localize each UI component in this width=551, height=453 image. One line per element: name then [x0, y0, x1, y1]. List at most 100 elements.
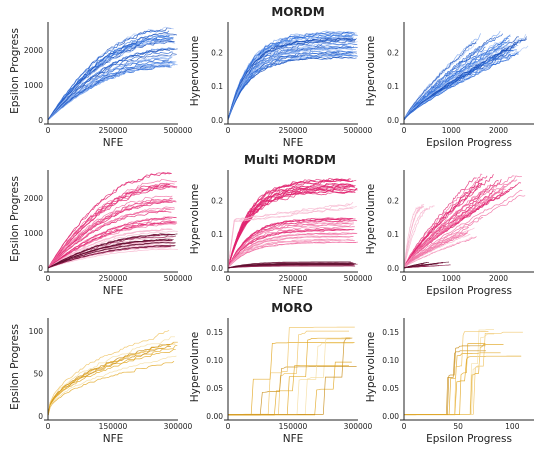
series-line	[227, 54, 358, 121]
series-line	[404, 343, 486, 415]
series-line	[403, 205, 425, 269]
series-line	[228, 326, 355, 415]
x-axis-label: NFE	[283, 137, 304, 149]
y-tick-label: 0.10	[382, 356, 399, 365]
x-tick-label: 500000	[164, 274, 193, 283]
series-line	[403, 179, 484, 269]
series-line	[227, 185, 351, 269]
y-tick-label: 0	[38, 412, 43, 421]
series-line	[227, 31, 352, 121]
series-line	[403, 174, 494, 269]
series-line	[47, 239, 170, 269]
series-line	[47, 345, 178, 417]
x-tick-label: 300000	[344, 422, 373, 431]
row-title-mordm: MORDM	[271, 5, 324, 19]
panel-r2-c2: 0 50 100 0.00 0.05 0.10 0.15 Epsilon Progress Hy…	[365, 318, 534, 445]
y-axis-label: Epsilon Progress	[9, 176, 21, 262]
y-tick-label: 2000	[24, 194, 43, 203]
series-line	[47, 341, 178, 417]
x-tick-label: 2000	[489, 274, 508, 283]
series-line	[227, 229, 354, 269]
series-line	[227, 50, 357, 121]
series-line	[47, 210, 172, 269]
y-tick-label: 0	[38, 116, 43, 125]
series-line	[47, 248, 178, 269]
axis-spines	[400, 22, 534, 125]
series-line	[227, 235, 354, 269]
series-line	[403, 52, 520, 121]
y-axis-label: Hypervolume	[365, 332, 377, 402]
series-line	[403, 187, 488, 269]
axis-spines	[224, 22, 358, 125]
y-tick-label: 1000	[24, 81, 43, 90]
panel-r1-c1: 0 250000 500000 0.0 0.1 0.2 NFE Hypervolume	[189, 170, 373, 297]
x-axis-label: Epsilon Progress	[426, 285, 512, 297]
series-line	[227, 241, 358, 269]
series-line	[403, 41, 477, 121]
series-line	[47, 216, 177, 269]
series-line	[403, 36, 511, 121]
x-tick-label: 250000	[279, 126, 308, 135]
y-tick-label: 0.2	[211, 48, 223, 57]
series-line	[227, 46, 351, 121]
x-tick-label: 0	[402, 126, 407, 135]
series-line	[227, 184, 354, 269]
x-tick-label: 250000	[99, 126, 128, 135]
series-line	[404, 344, 504, 415]
x-axis-label: Epsilon Progress	[426, 433, 512, 445]
y-tick-label: 0.15	[382, 328, 399, 337]
series-line	[403, 173, 483, 269]
series-line	[47, 182, 175, 269]
x-tick-label: 500000	[344, 126, 373, 135]
series-line	[47, 61, 175, 121]
series-line	[227, 42, 358, 121]
series-line	[227, 263, 354, 269]
y-axis-label: Hypervolume	[365, 184, 377, 254]
series-line	[227, 217, 356, 269]
panel-r1-c2: 0 1000 2000 0.0 0.1 0.2 Epsilon Progress Hyperv…	[365, 170, 534, 297]
x-tick-label: 0	[46, 422, 51, 431]
series-group	[47, 26, 178, 121]
series-group	[47, 172, 178, 269]
x-tick-label: 100	[505, 422, 520, 431]
series-line	[47, 199, 172, 269]
series-line	[47, 63, 178, 121]
x-tick-label: 250000	[279, 274, 308, 283]
x-axis-label: NFE	[103, 433, 124, 445]
series-line	[227, 54, 354, 121]
x-tick-label: 50	[453, 422, 463, 431]
series-line	[47, 38, 174, 121]
series-line	[47, 178, 177, 269]
series-line	[227, 47, 356, 121]
y-tick-label: 0.0	[211, 264, 223, 273]
series-line	[227, 261, 351, 269]
series-line	[227, 190, 353, 269]
series-line	[227, 51, 354, 121]
x-tick-label: 0	[226, 126, 231, 135]
series-line	[228, 364, 349, 416]
series-group	[227, 30, 359, 121]
series-line	[403, 49, 517, 121]
series-line	[47, 48, 178, 121]
series-line	[47, 65, 171, 121]
panel-r0-c1: 0 250000 500000 0.0 0.1 0.2 NFE Hypervolume	[189, 22, 373, 149]
x-tick-label: 150000	[99, 422, 128, 431]
series-line	[403, 175, 515, 269]
series-line	[227, 232, 358, 269]
series-line	[47, 195, 173, 269]
series-line	[403, 262, 427, 269]
y-axis-label: Hypervolume	[365, 36, 377, 106]
series-line	[227, 337, 351, 415]
x-tick-label: 0	[226, 422, 231, 431]
series-line	[227, 37, 353, 121]
series-line	[47, 233, 178, 269]
series-line	[403, 217, 484, 269]
series-line	[47, 228, 171, 269]
y-tick-label: 1000	[24, 229, 43, 238]
series-group	[227, 326, 357, 416]
series-line	[403, 50, 514, 121]
series-line	[47, 330, 170, 417]
axis-spines	[44, 318, 178, 421]
series-line	[227, 178, 357, 269]
